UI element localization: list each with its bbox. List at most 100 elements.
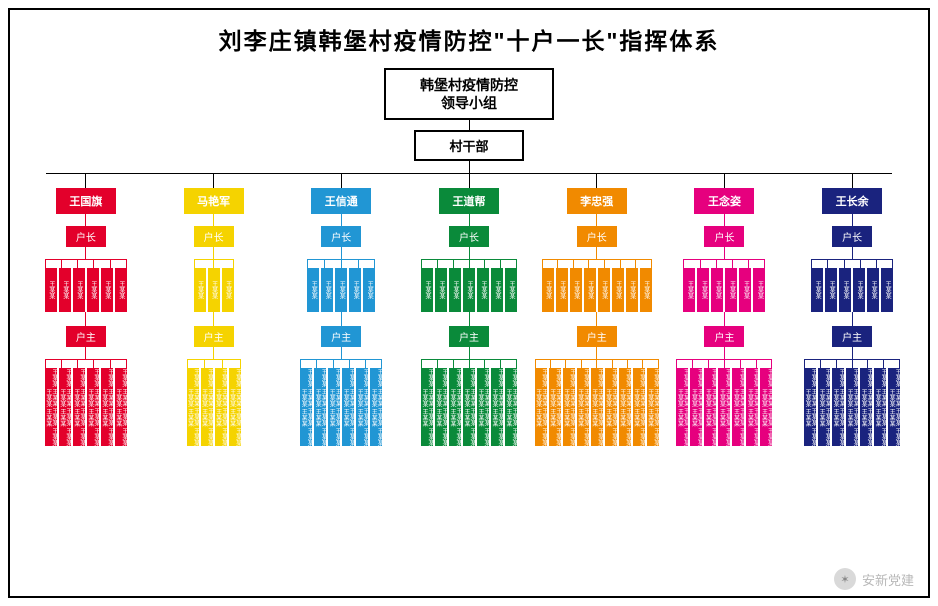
role-huzhang: 户长 (194, 226, 234, 247)
role-huzhang: 户长 (832, 226, 872, 247)
name-cell: 王某某 (477, 268, 489, 312)
connector (469, 120, 470, 130)
name-cell: 王某某 王某某 王某某 王某某 王某某 王某某 (832, 368, 844, 446)
name-cell: 王某某 (194, 268, 206, 312)
name-cell: 王某某 王某某 王某某 王某某 王某某 王某某 (888, 368, 900, 446)
name-cell: 王某某 (825, 268, 837, 312)
name-cell: 王某某 王某某 王某某 王某某 王某某 王某某 (342, 368, 354, 446)
name-cell: 王某某 王某某 王某某 王某某 王某某 王某某 (328, 368, 340, 446)
top-box-line1: 韩堡村疫情防控 (390, 76, 548, 94)
name-cell: 王某某 (683, 268, 695, 312)
name-cell: 王某某 (612, 268, 624, 312)
name-cell: 王某某 (435, 268, 447, 312)
name-cell: 王某某 王某某 王某某 王某某 王某某 王某某 (215, 368, 227, 446)
name-cell: 王某某 (307, 268, 319, 312)
role-huzhu: 户主 (321, 326, 361, 347)
top-box: 韩堡村疫情防控 领导小组 (384, 68, 554, 120)
name-cell: 王某某 (881, 268, 893, 312)
name-cell: 王某某 (463, 268, 475, 312)
name-cell: 王某某 (753, 268, 765, 312)
name-cell: 王某某 王某某 王某某 王某某 王某某 王某某 (477, 368, 489, 446)
watermark-text: 安新党建 (862, 570, 914, 589)
branch: 李忠强户长王某某王某某王某某王某某王某某王某某王某某王某某户主王某某 王某某 王… (533, 174, 661, 446)
name-cell: 王某某 (867, 268, 879, 312)
branch-leader: 马艳军 (184, 188, 244, 214)
name-cell: 王某某 (626, 268, 638, 312)
name-cell: 王某某 (208, 268, 220, 312)
watermark: ✶ 安新党建 (834, 568, 914, 590)
branch-leader: 王信通 (311, 188, 371, 214)
branch: 王道帮户长王某某王某某王某某王某某王某某王某某王某某户主王某某 王某某 王某某 … (405, 174, 533, 446)
name-cell: 王某某 (45, 268, 57, 312)
branch: 王国旗户长王某某王某某王某某王某某王某某王某某户主王某某 王某某 王某某 王某某… (22, 174, 150, 446)
name-cell: 王某某 (491, 268, 503, 312)
name-cell: 王某某 (363, 268, 375, 312)
name-cell: 王某某 (725, 268, 737, 312)
branches-row: 王国旗户长王某某王某某王某某王某某王某某王某某户主王某某 王某某 王某某 王某某… (20, 174, 918, 446)
name-cell: 王某某 王某某 王某某 王某某 王某某 王某某 (59, 368, 71, 446)
name-cell: 王某某 王某某 王某某 王某某 王某某 王某某 (300, 368, 312, 446)
name-cell: 王某某 (101, 268, 113, 312)
name-cell: 王某某 王某某 王某某 王某某 王某某 王某某 (505, 368, 517, 446)
role-huzhu: 户主 (66, 326, 106, 347)
branch-leader: 王念姿 (694, 188, 754, 214)
name-cell: 王某某 (739, 268, 751, 312)
name-cell: 王某某 (697, 268, 709, 312)
role-huzhu: 户主 (577, 326, 617, 347)
role-huzhang: 户长 (704, 226, 744, 247)
name-cell: 王某某 (59, 268, 71, 312)
name-cell: 王某某 王某某 王某某 王某某 王某某 王某某 (718, 368, 730, 446)
name-cell: 王某某 王某某 王某某 王某某 王某某 王某某 (647, 368, 659, 446)
name-cell: 王某某 (570, 268, 582, 312)
branch: 王信通户长王某某王某某王某某王某某王某某户主王某某 王某某 王某某 王某某 王某… (277, 174, 405, 446)
name-cell: 王某某 王某某 王某某 王某某 王某某 王某某 (860, 368, 872, 446)
role-huzhu: 户主 (194, 326, 234, 347)
name-cell: 王某某 (321, 268, 333, 312)
top-box-line2: 领导小组 (390, 94, 548, 112)
role-huzhu: 户主 (449, 326, 489, 347)
name-cell: 王某某 (711, 268, 723, 312)
wechat-icon: ✶ (834, 568, 856, 590)
name-cell: 王某某 王某某 王某某 王某某 王某某 王某某 (605, 368, 617, 446)
name-cell: 王某某 王某某 王某某 王某某 王某某 王某某 (201, 368, 213, 446)
name-cell: 王某某 王某某 王某某 王某某 王某某 王某某 (87, 368, 99, 446)
name-cell: 王某某 (556, 268, 568, 312)
name-cell: 王某某 王某某 王某某 王某某 王某某 王某某 (577, 368, 589, 446)
role-huzhang: 户长 (66, 226, 106, 247)
name-cell: 王某某 (222, 268, 234, 312)
name-cell: 王某某 (73, 268, 85, 312)
name-cell: 王某某 (449, 268, 461, 312)
name-cell: 王某某 王某某 王某某 王某某 王某某 王某某 (421, 368, 433, 446)
name-cell: 王某某 (542, 268, 554, 312)
name-cell: 王某某 (640, 268, 652, 312)
role-huzhu: 户主 (704, 326, 744, 347)
chart-title: 刘李庄镇韩堡村疫情防控"十户一长"指挥体系 (20, 22, 918, 56)
name-cell: 王某某 王某某 王某某 王某某 王某某 王某某 (633, 368, 645, 446)
name-cell: 王某某 王某某 王某某 王某某 王某某 王某某 (690, 368, 702, 446)
name-cell: 王某某 王某某 王某某 王某某 王某某 王某某 (314, 368, 326, 446)
branch-leader: 李忠强 (567, 188, 627, 214)
name-cell: 王某某 王某某 王某某 王某某 王某某 王某某 (370, 368, 382, 446)
sub-box: 村干部 (414, 130, 524, 161)
name-cell: 王某某 (115, 268, 127, 312)
branch-leader: 王道帮 (439, 188, 499, 214)
name-cell: 王某某 王某某 王某某 王某某 王某某 王某某 (101, 368, 113, 446)
name-cell: 王某某 王某某 王某某 王某某 王某某 王某某 (229, 368, 241, 446)
name-cell: 王某某 王某某 王某某 王某某 王某某 王某某 (591, 368, 603, 446)
name-cell: 王某某 王某某 王某某 王某某 王某某 王某某 (435, 368, 447, 446)
name-cell: 王某某 王某某 王某某 王某某 王某某 王某某 (804, 368, 816, 446)
name-cell: 王某某 (349, 268, 361, 312)
name-cell: 王某某 王某某 王某某 王某某 王某某 王某某 (563, 368, 575, 446)
name-cell: 王某某 王某某 王某某 王某某 王某某 王某某 (491, 368, 503, 446)
name-cell: 王某某 (505, 268, 517, 312)
name-cell: 王某某 王某某 王某某 王某某 王某某 王某某 (356, 368, 368, 446)
name-cell: 王某某 王某某 王某某 王某某 王某某 王某某 (732, 368, 744, 446)
name-cell: 王某某 (853, 268, 865, 312)
name-cell: 王某某 (421, 268, 433, 312)
chart-frame: 刘李庄镇韩堡村疫情防控"十户一长"指挥体系 韩堡村疫情防控 领导小组 村干部 王… (8, 8, 930, 598)
name-cell: 王某某 王某某 王某某 王某某 王某某 王某某 (535, 368, 547, 446)
role-huzhu: 户主 (832, 326, 872, 347)
name-cell: 王某某 王某某 王某某 王某某 王某某 王某某 (846, 368, 858, 446)
name-cell: 王某某 王某某 王某某 王某某 王某某 王某某 (187, 368, 199, 446)
name-cell: 王某某 王某某 王某某 王某某 王某某 王某某 (619, 368, 631, 446)
